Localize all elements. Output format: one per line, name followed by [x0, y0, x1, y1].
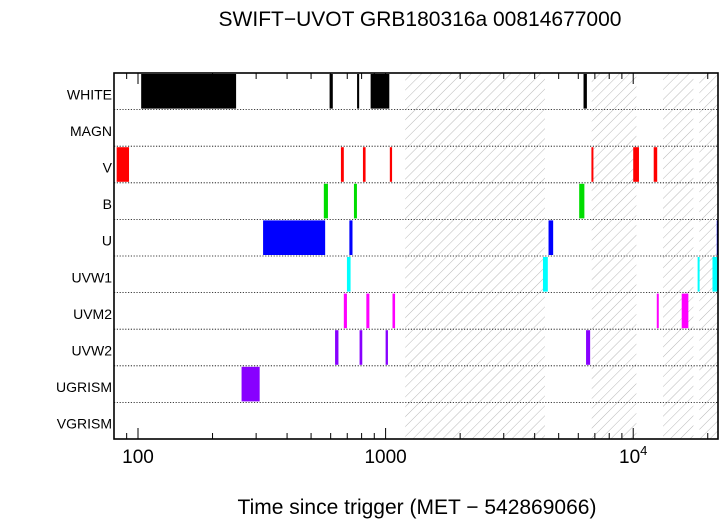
exposure-bar-ugrism	[241, 366, 260, 402]
row-label-v: V	[103, 160, 113, 176]
exposure-bar-u	[263, 220, 326, 255]
row-label-white: WHITE	[67, 86, 112, 102]
exposure-bar-v	[116, 147, 130, 182]
plot-frame	[113, 72, 719, 440]
exposure-bar-white	[583, 74, 587, 109]
exposure-bar-uvw2	[586, 330, 591, 365]
row-label-u: U	[102, 233, 112, 249]
row-label-uvw2: UVW2	[72, 343, 113, 359]
exposure-bar-white	[329, 74, 333, 109]
exposure-bar-uvw1	[697, 257, 700, 292]
exposure-bar-uvw1	[542, 257, 548, 292]
exposure-bar-v	[633, 147, 639, 182]
exposure-bar-b	[323, 183, 328, 219]
exposure-bar-uvw1	[712, 257, 718, 292]
exposure-bar-uvw2	[359, 330, 363, 365]
exposure-bar-b	[579, 183, 585, 219]
exposure-bar-b	[353, 183, 357, 219]
exposure-bar-white	[370, 74, 390, 109]
exposure-bar-v	[653, 147, 658, 182]
exposure-bar-v	[591, 147, 594, 182]
row-label-uvm2: UVM2	[73, 306, 112, 322]
exposure-bar-u	[349, 220, 353, 255]
row-label-uvw1: UVW1	[72, 269, 113, 285]
chart-title: SWIFT−UVOT GRB180316a 00814677000	[219, 8, 622, 31]
row-label-b: B	[103, 196, 112, 212]
exposure-bar-uvw2	[385, 330, 388, 365]
exposure-bar-uvm2	[343, 293, 347, 329]
row-label-magn: MAGN	[70, 123, 112, 139]
row-label-vgrism: VGRISM	[57, 416, 112, 432]
exposure-bar-uvm2	[656, 293, 659, 329]
exposure-bar-uvw1	[346, 257, 351, 292]
exposure-bar-white	[141, 74, 237, 109]
x-tick-label: 1000	[364, 447, 406, 468]
exposure-bar-uvm2	[366, 293, 370, 329]
exposure-bar-uvw2	[335, 330, 339, 365]
row-label-ugrism: UGRISM	[56, 379, 112, 395]
exposure-bar-white	[357, 74, 360, 109]
exposure-bar-v	[340, 147, 344, 182]
exposure-bar-uvm2	[681, 293, 689, 329]
exposure-bar-v	[389, 147, 393, 182]
x-axis-label: Time since trigger (MET − 542869066)	[238, 496, 597, 519]
exposure-bar-uvm2	[392, 293, 396, 329]
x-tick-label: 104	[619, 443, 647, 468]
x-tick-label: 100	[122, 447, 154, 468]
exposure-bar-u	[548, 220, 554, 255]
exposure-bar-v	[362, 147, 366, 182]
